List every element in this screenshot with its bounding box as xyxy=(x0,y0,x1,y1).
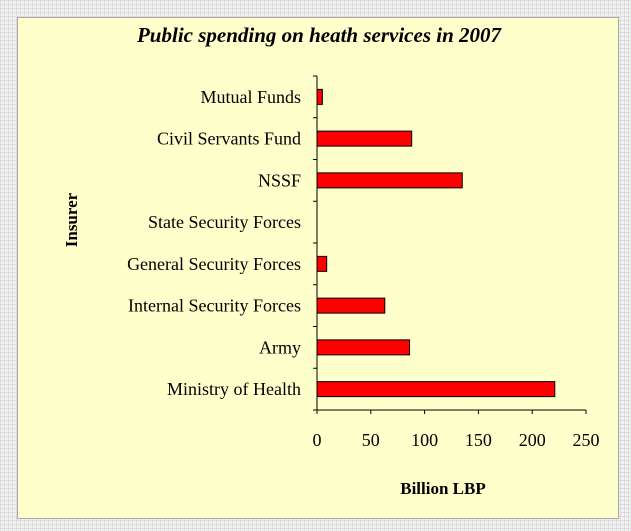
x-tick-label: 100 xyxy=(411,430,438,450)
x-tick-label: 50 xyxy=(362,430,380,450)
bar xyxy=(316,88,323,105)
x-tick-label: 250 xyxy=(573,430,600,450)
x-tick-label: 150 xyxy=(465,430,492,450)
plot-area: 0 50 100 150 200 250 Mutual Funds Civil Servant… xyxy=(127,75,600,450)
bar-chart: Public spending on heath services in 200… xyxy=(62,23,600,498)
y-axis-title: Insurer xyxy=(62,192,81,247)
bar xyxy=(316,130,413,147)
category-label: Civil Servants Fund xyxy=(157,129,301,149)
chart-title: Public spending on heath services in 200… xyxy=(136,23,503,47)
bar xyxy=(316,297,386,314)
category-label: Ministry of Health xyxy=(167,379,301,399)
bar xyxy=(316,381,556,398)
category-label: General Security Forces xyxy=(127,254,301,274)
x-tick-label: 0 xyxy=(313,430,322,450)
category-label: Mutual Funds xyxy=(200,87,301,107)
category-label: State Security Forces xyxy=(148,212,301,232)
x-axis-title: Billion LBP xyxy=(400,479,486,498)
x-tick-label: 200 xyxy=(519,430,546,450)
category-label: Internal Security Forces xyxy=(128,296,301,316)
bar xyxy=(316,172,463,189)
bar xyxy=(316,255,328,272)
category-label: NSSF xyxy=(258,170,301,190)
category-label: Army xyxy=(259,337,301,357)
bar xyxy=(316,339,411,356)
chart-area: Public spending on heath services in 200… xyxy=(17,17,619,519)
